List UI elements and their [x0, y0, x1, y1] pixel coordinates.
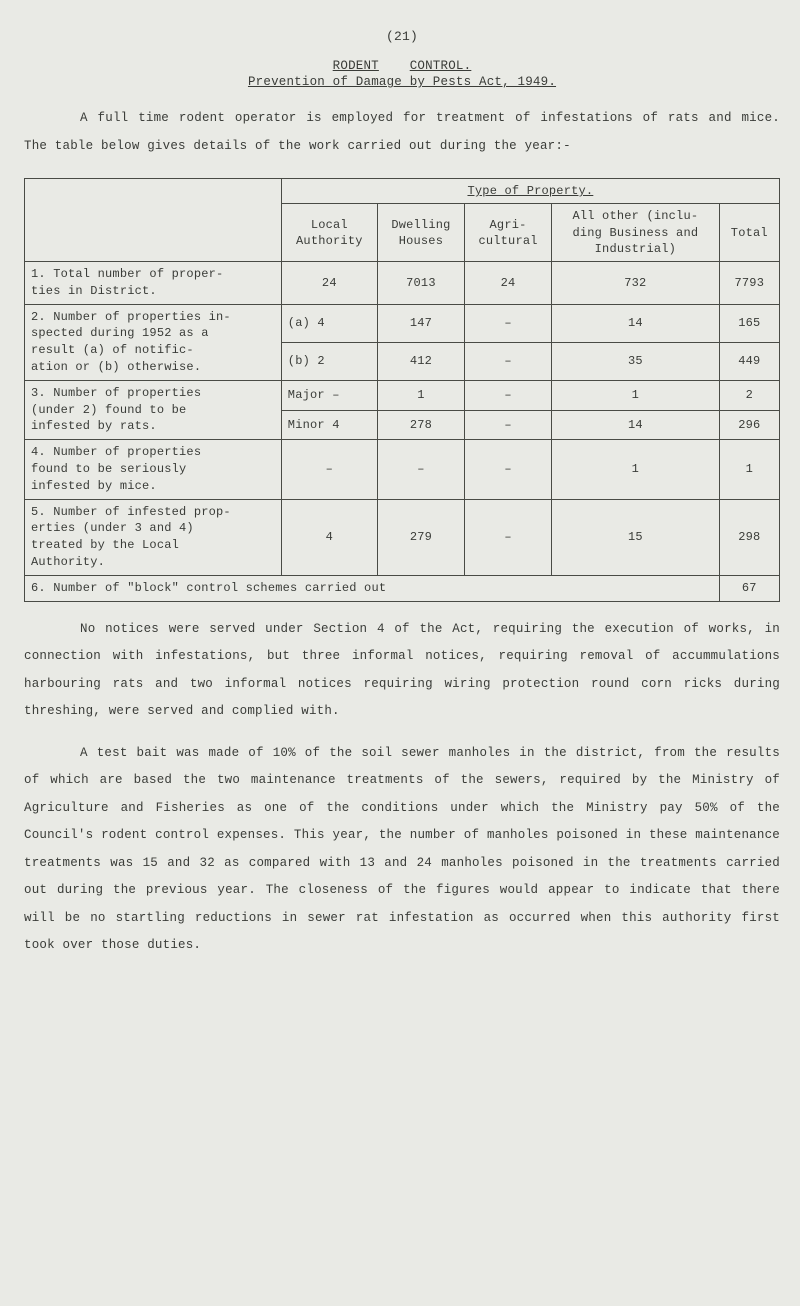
col-agricultural: Agri- cultural [464, 204, 551, 262]
cell: 412 [377, 342, 464, 380]
cell: 1 [719, 440, 779, 499]
title-subtitle: Prevention of Damage by Pests Act, 1949. [24, 74, 780, 91]
row-label: 3. Number of properties (under 2) found … [25, 380, 282, 439]
cell: 296 [719, 410, 779, 440]
row-label: 6. Number of "block" control schemes car… [25, 575, 720, 601]
cell: 7013 [377, 262, 464, 305]
table-row: 5. Number of infested prop- erties (unde… [25, 499, 780, 575]
col-dwelling-houses: Dwelling Houses [377, 204, 464, 262]
cell: 24 [464, 262, 551, 305]
col-other: All other (inclu- ding Business and Indu… [552, 204, 720, 262]
cell: 14 [552, 304, 720, 342]
row-label: 2. Number of properties in- spected duri… [25, 304, 282, 380]
cell: 732 [552, 262, 720, 305]
table-footer-row: 6. Number of "block" control schemes car… [25, 575, 780, 601]
paragraph-2-text: No notices were served under Section 4 o… [24, 622, 780, 719]
paragraph-3-text: A test bait was made of 10% of the soil … [24, 746, 780, 953]
row-label: 5. Number of infested prop- erties (unde… [25, 499, 282, 575]
table-row: 3. Number of properties (under 2) found … [25, 380, 780, 410]
cell: – [464, 342, 551, 380]
cell: 1 [552, 380, 720, 410]
cell: 449 [719, 342, 779, 380]
intro-text: A full time rodent operator is employed … [24, 111, 780, 153]
cell: 147 [377, 304, 464, 342]
intro-paragraph: A full time rodent operator is employed … [24, 105, 780, 160]
type-of-property-header: Type of Property. [281, 179, 779, 204]
cell: – [281, 440, 377, 499]
cell: – [377, 440, 464, 499]
cell: 15 [552, 499, 720, 575]
cell: – [464, 380, 551, 410]
cell: 278 [377, 410, 464, 440]
cell: 279 [377, 499, 464, 575]
document-page: (21) RODENT CONTROL. Prevention of Damag… [0, 0, 800, 1014]
table-super-header: Type of Property. [25, 179, 780, 204]
cell-sub: (b) 2 [281, 342, 377, 380]
cell: 14 [552, 410, 720, 440]
col-total: Total [719, 204, 779, 262]
page-number: (21) [24, 28, 780, 46]
cell: 298 [719, 499, 779, 575]
col-local-authority: Local Authority [281, 204, 377, 262]
table-row: 1. Total number of proper- ties in Distr… [25, 262, 780, 305]
cell: 24 [281, 262, 377, 305]
paragraph-3: A test bait was made of 10% of the soil … [24, 740, 780, 960]
cell: 7793 [719, 262, 779, 305]
property-table: Type of Property. Local Authority Dwelli… [24, 178, 780, 601]
cell: 165 [719, 304, 779, 342]
cell: – [464, 410, 551, 440]
cell: 35 [552, 342, 720, 380]
document-title: RODENT CONTROL. Prevention of Damage by … [24, 58, 780, 92]
cell: 1 [377, 380, 464, 410]
cell: 4 [281, 499, 377, 575]
cell-sub: Major – [281, 380, 377, 410]
table-row: 4. Number of properties found to be seri… [25, 440, 780, 499]
cell: – [464, 499, 551, 575]
title-word-rodent: RODENT [333, 59, 379, 73]
paragraph-2: No notices were served under Section 4 o… [24, 616, 780, 726]
cell: – [464, 440, 551, 499]
cell: – [464, 304, 551, 342]
row-label: 4. Number of properties found to be seri… [25, 440, 282, 499]
table-row: 2. Number of properties in- spected duri… [25, 304, 780, 342]
title-word-control: CONTROL. [410, 59, 472, 73]
cell-sub: Minor 4 [281, 410, 377, 440]
cell-sub: (a) 4 [281, 304, 377, 342]
row-label: 1. Total number of proper- ties in Distr… [25, 262, 282, 305]
cell: 67 [719, 575, 779, 601]
cell: 2 [719, 380, 779, 410]
cell: 1 [552, 440, 720, 499]
